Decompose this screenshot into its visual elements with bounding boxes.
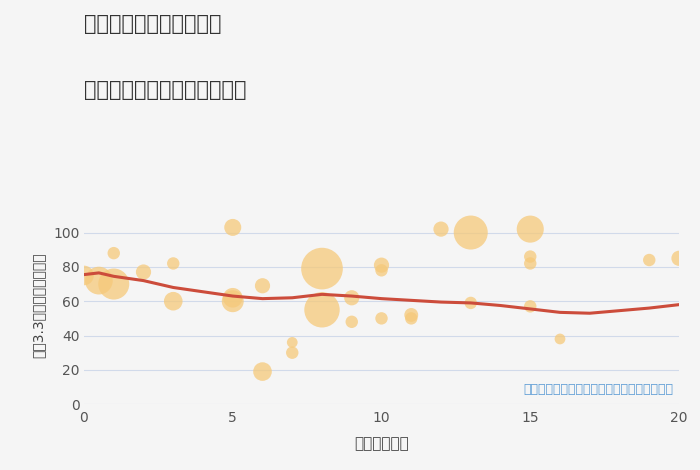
- Point: [287, 339, 298, 346]
- Point: [465, 229, 476, 236]
- Text: 円の大きさは、取引のあった物件面積を示す: 円の大きさは、取引のあった物件面積を示す: [523, 384, 673, 396]
- Point: [227, 224, 238, 231]
- Point: [376, 314, 387, 322]
- Point: [525, 303, 536, 310]
- Point: [227, 294, 238, 302]
- Point: [287, 349, 298, 356]
- Point: [346, 294, 357, 302]
- Text: 駅距離別中古マンション価格: 駅距離別中古マンション価格: [84, 80, 246, 100]
- Point: [108, 280, 119, 288]
- Point: [525, 260, 536, 267]
- Point: [644, 256, 655, 264]
- Point: [78, 272, 90, 279]
- Point: [257, 282, 268, 290]
- Point: [138, 268, 149, 276]
- Point: [525, 253, 536, 260]
- Point: [435, 225, 447, 233]
- Point: [257, 368, 268, 376]
- Point: [168, 298, 179, 305]
- Point: [168, 260, 179, 267]
- Point: [93, 277, 104, 284]
- Point: [316, 265, 328, 272]
- Point: [346, 318, 357, 326]
- Point: [673, 255, 685, 262]
- Point: [316, 306, 328, 313]
- Point: [108, 250, 119, 257]
- Point: [525, 225, 536, 233]
- X-axis label: 駅距離（分）: 駅距離（分）: [354, 436, 409, 451]
- Point: [376, 261, 387, 269]
- Point: [227, 298, 238, 305]
- Point: [406, 311, 417, 319]
- Text: 三重県伊賀市佐那具町の: 三重県伊賀市佐那具町の: [84, 14, 221, 34]
- Point: [465, 299, 476, 307]
- Point: [554, 335, 566, 343]
- Point: [406, 314, 417, 322]
- Point: [376, 266, 387, 274]
- Y-axis label: 坪（3.3㎡）単価（万円）: 坪（3.3㎡）単価（万円）: [31, 253, 45, 358]
